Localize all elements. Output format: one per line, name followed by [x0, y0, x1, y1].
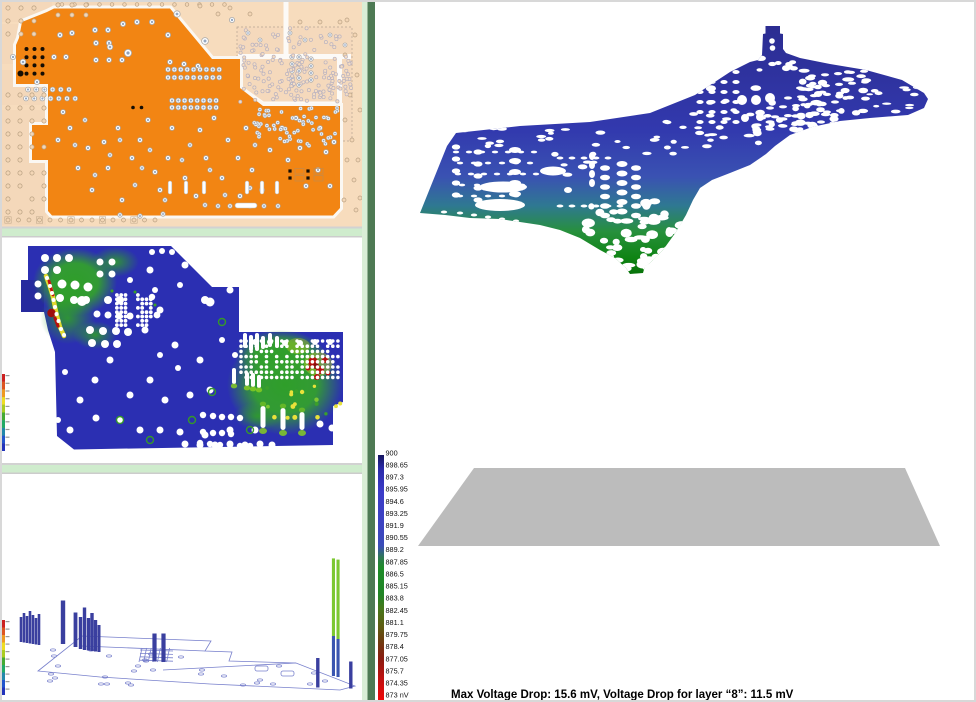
svg-text:889.2: 889.2: [386, 545, 404, 554]
svg-text:897.3: 897.3: [386, 473, 404, 482]
svg-text:878.4: 878.4: [386, 642, 404, 651]
svg-text:891.9: 891.9: [386, 521, 404, 530]
svg-text:887.85: 887.85: [386, 557, 408, 566]
svg-text:877.05: 877.05: [386, 654, 408, 663]
svg-text:900: 900: [386, 448, 398, 457]
svg-text:881.1: 881.1: [386, 618, 404, 627]
svg-text:883.8: 883.8: [386, 594, 404, 603]
svg-text:894.6: 894.6: [386, 497, 404, 506]
svg-text:898.65: 898.65: [386, 460, 408, 469]
svg-text:Max Voltage Drop: 15.6 mV, Vol: Max Voltage Drop: 15.6 mV, Voltage Drop …: [451, 689, 794, 701]
svg-text:879.75: 879.75: [386, 630, 408, 639]
svg-text:886.5: 886.5: [386, 570, 404, 579]
svg-text:890.55: 890.55: [386, 533, 408, 542]
svg-text:895.95: 895.95: [386, 485, 408, 494]
svg-text:874.35: 874.35: [386, 679, 408, 688]
svg-text:873 nV: 873 nV: [386, 691, 409, 700]
svg-text:885.15: 885.15: [386, 582, 408, 591]
svg-text:893.25: 893.25: [386, 509, 408, 518]
svg-text:875.7: 875.7: [386, 666, 404, 675]
svg-text:882.45: 882.45: [386, 606, 408, 615]
